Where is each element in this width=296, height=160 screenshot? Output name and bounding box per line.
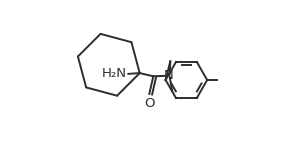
Text: N: N (164, 69, 174, 82)
Text: O: O (144, 97, 155, 110)
Text: H₂N: H₂N (102, 67, 127, 80)
